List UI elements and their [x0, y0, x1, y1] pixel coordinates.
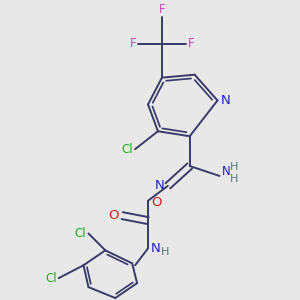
Text: Cl: Cl — [75, 227, 86, 240]
Text: F: F — [188, 38, 194, 50]
Text: Cl: Cl — [45, 272, 57, 285]
Text: H: H — [161, 248, 169, 257]
Text: N: N — [220, 94, 230, 107]
Text: H: H — [230, 174, 238, 184]
Text: O: O — [151, 196, 161, 209]
Text: F: F — [159, 3, 165, 16]
Text: O: O — [109, 209, 119, 222]
Text: F: F — [130, 38, 136, 50]
Text: N: N — [151, 242, 161, 255]
Text: H: H — [230, 162, 238, 172]
Text: N: N — [221, 166, 230, 178]
Text: N: N — [155, 179, 165, 192]
Text: Cl: Cl — [122, 142, 133, 156]
